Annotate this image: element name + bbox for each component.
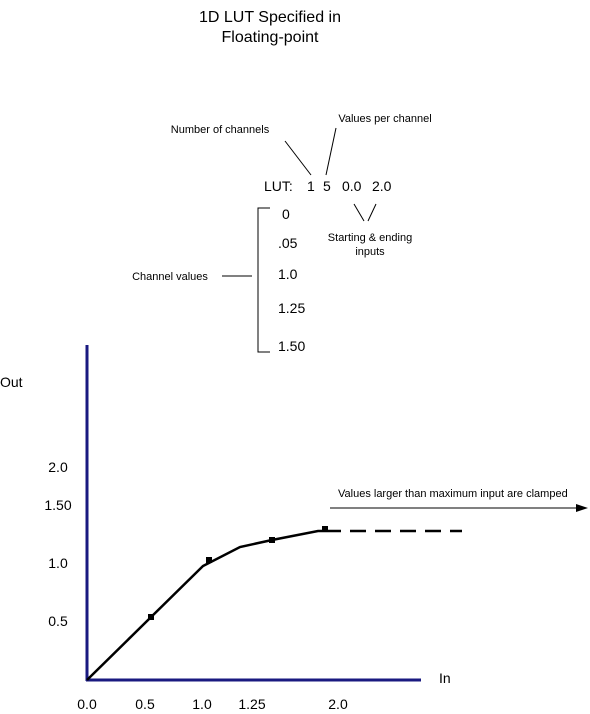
x-tick-label: 0.0 xyxy=(77,696,97,712)
lut-token: LUT: xyxy=(264,178,293,194)
label: inputs xyxy=(355,246,385,258)
y-tick-label: 1.50 xyxy=(44,497,71,513)
x-tick-label: 1.0 xyxy=(192,696,212,712)
x-tick-label: 1.25 xyxy=(238,696,265,712)
x-tick-label: 2.0 xyxy=(328,696,348,712)
sample-point xyxy=(269,537,275,543)
lut-token: 1 xyxy=(307,178,315,194)
lut-token: 2.0 xyxy=(372,178,392,194)
axis-label: In xyxy=(439,670,451,686)
bracket xyxy=(257,207,270,353)
sample-point xyxy=(206,557,212,563)
channel-value: 1.25 xyxy=(278,300,305,316)
label: Channel values xyxy=(132,271,208,283)
y-tick-label: 0.5 xyxy=(48,613,68,629)
y-tick-label: 1.0 xyxy=(48,555,68,571)
label: Values per channel xyxy=(338,113,431,125)
lut-token: 0.0 xyxy=(342,178,362,194)
channel-value: 0 xyxy=(282,206,290,222)
x-tick-label: 0.5 xyxy=(135,696,155,712)
sample-point xyxy=(322,526,328,532)
lut-curve xyxy=(86,529,325,681)
channel-value: .05 xyxy=(278,235,298,251)
label: Number of channels xyxy=(171,124,270,136)
channel-value: 1.0 xyxy=(278,266,298,282)
lut-token: 5 xyxy=(323,178,331,194)
title-line: Floating-point xyxy=(222,29,320,46)
pointer xyxy=(325,127,337,176)
axis-label: Out xyxy=(0,374,23,390)
annotation: Values larger than maximum input are cla… xyxy=(338,488,568,500)
pointer xyxy=(353,203,365,222)
y-tick-label: 2.0 xyxy=(48,459,68,475)
label: Starting & ending xyxy=(328,232,412,244)
pointer xyxy=(367,203,377,222)
title-line: 1D LUT Specified in xyxy=(199,9,341,26)
arrow-head xyxy=(576,504,588,512)
pointer xyxy=(284,140,312,176)
sample-point xyxy=(148,614,154,620)
channel-value: 1.50 xyxy=(278,338,305,354)
